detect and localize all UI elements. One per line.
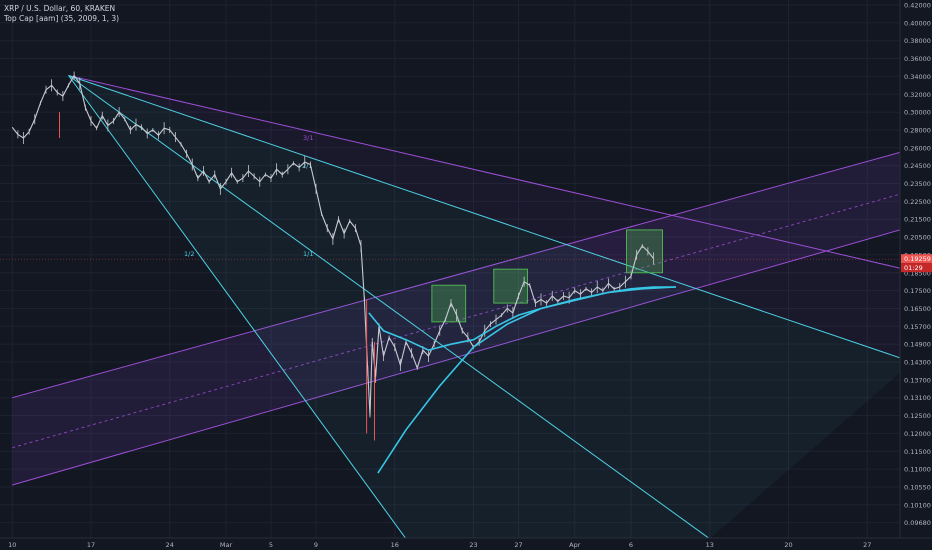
countdown-tag-box [901,263,932,273]
x-tick-label: 20 [784,541,792,549]
fan-line-1-1 [68,75,711,540]
y-tick-label: 0.16500 [904,305,931,313]
y-tick-label: 0.26000 [904,144,931,152]
x-tick-label: 5 [269,541,273,549]
highlight-box [431,284,467,323]
x-tick-label: 13 [706,541,714,549]
x-tick-label: 10 [8,541,16,549]
y-tick-label: 0.18500 [904,269,931,277]
fan-label: 2/1 [302,162,312,170]
y-tick-label: 0.13100 [904,394,931,402]
y-tick-label: 0.24500 [904,162,931,170]
bar-countdown-tag: 01:29 [904,264,923,272]
fan-label: 1/2 [184,250,194,258]
y-tick-label: 0.10550 [904,483,931,491]
fan-line-1-2 [68,75,407,540]
price-tag-box [901,254,932,264]
x-tick-label: 27 [863,541,871,549]
x-axis[interactable]: 10 17 24 Mar 5 9 16 23 27 Apr 6 13 20 27 [0,537,932,550]
y-tick-label: 0.20500 [904,234,931,242]
y-tick-label: 0.13700 [904,376,931,384]
x-tick-label: 6 [629,541,633,549]
highlight-box [626,229,663,274]
y-axis-bg [900,0,932,550]
channel-fill [12,148,913,485]
y-tick-label: 0.30000 [904,109,931,117]
symbol-title[interactable]: XRP / U.S. Dollar, 60, KRAKEN [4,4,116,13]
fan-line-2-1 [68,75,913,363]
support-curves [368,286,677,474]
y-tick-label: 0.14900 [904,341,931,349]
support-curve [377,286,677,474]
fan-line-3-1 [68,75,913,272]
y-tick-label: 0.09680 [904,519,931,527]
gann-fan: 3/1 2/1 1/1 1/2 [68,75,913,540]
y-tick-label: 0.28000 [904,126,931,134]
price-line [11,74,654,416]
y-tick-label: 0.17500 [904,287,931,295]
fan-wedge [68,75,913,539]
highlight-boxes [431,229,663,323]
fan-label: 3/1 [303,134,313,142]
y-tick-label: 0.10100 [904,501,931,509]
y-tick-label: 0.21500 [904,216,931,224]
x-tick-label: 23 [469,541,477,549]
x-tick-label: Mar [220,541,233,549]
y-tick-label: 0.22500 [904,198,931,206]
y-tick-label: 0.32000 [904,91,931,99]
y-tick-label: 0.11500 [904,448,931,456]
indicator-title[interactable]: Top Cap [aam] (35, 2009, 1, 3) [4,14,120,23]
channel-lower-line [12,225,913,486]
chart-legend: XRP / U.S. Dollar, 60, KRAKEN Top Cap [a… [4,4,119,24]
chart-grid [0,0,900,538]
y-tick-label: 0.38000 [904,37,931,45]
y-tick-label: 0.11000 [904,466,931,474]
y-tick-label: 0.23500 [904,180,931,188]
x-axis-bg [0,538,932,550]
y-axis[interactable]: 0.42000 0.40000 0.38000 0.36000 0.34000 0.320… [899,0,932,550]
x-tick-label: 27 [514,541,522,549]
channel-upper-line [12,148,913,399]
y-tick-label: 0.12000 [904,430,931,438]
price-series [11,71,654,441]
parallel-channel [12,148,913,486]
y-tick-label: 0.36000 [904,55,931,63]
y-tick-label: 0.12500 [904,412,931,420]
x-tick-label: Apr [569,541,581,549]
x-tick-label: 16 [391,541,399,549]
current-price-tag: 0.19259 [904,255,931,263]
y-tick-label: 0.14300 [904,359,931,367]
fan-label: 1/1 [303,250,313,258]
y-tick-label: 0.40000 [904,19,931,27]
x-tick-label: 17 [87,541,95,549]
y-tick-label: 0.34000 [904,73,931,81]
y-tick-label: 0.42000 [904,2,931,10]
x-tick-label: 9 [314,541,318,549]
y-tick-label: 0.15700 [904,323,931,331]
x-tick-label: 24 [166,541,174,549]
